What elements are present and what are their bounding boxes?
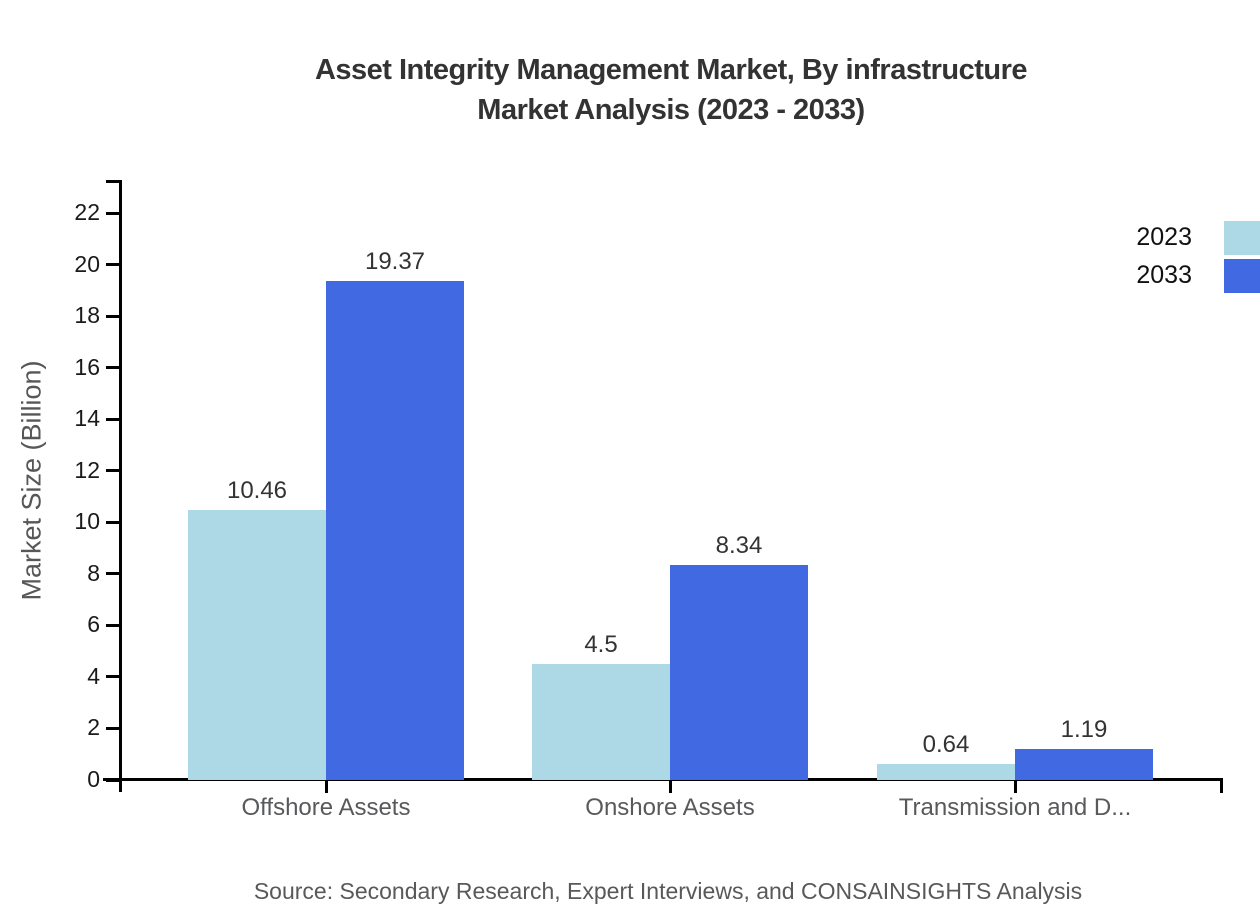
chart-title-line1: Asset Integrity Management Market, By in… <box>314 54 1028 86</box>
bar-value-label: 4.5 <box>584 631 618 658</box>
y-axis-endcap-tick <box>106 180 120 183</box>
y-tick <box>106 572 120 575</box>
y-tick <box>106 624 120 627</box>
bar-value-label: 10.46 <box>226 477 288 504</box>
category-label: Transmission and D... <box>898 794 1132 821</box>
bar-value-label: 8.34 <box>715 532 763 559</box>
y-tick <box>106 727 120 730</box>
bar-value-label: 19.37 <box>364 248 426 275</box>
bar-2023-1 <box>532 664 670 780</box>
legend-label-2033: 2033 <box>1136 261 1192 289</box>
y-tick <box>106 315 120 318</box>
legend-swatch-2023 <box>1224 221 1260 255</box>
chart-title: Asset Integrity Management Market, By in… <box>41 50 1260 130</box>
bar-2023-2 <box>877 764 1015 780</box>
legend-label-2023: 2023 <box>1136 223 1192 251</box>
y-tick <box>106 263 120 266</box>
x-tick <box>325 778 328 793</box>
bar-value-label: 1.19 <box>1060 716 1108 743</box>
x-tick <box>1220 778 1223 793</box>
y-tick-label: 12 <box>74 457 100 483</box>
x-tick <box>669 778 672 793</box>
y-tick-label: 4 <box>87 663 100 689</box>
y-tick-label: 20 <box>74 251 100 277</box>
y-tick-label: 0 <box>87 766 100 792</box>
legend-swatch-2033 <box>1224 259 1260 293</box>
y-tick <box>106 521 120 524</box>
y-tick-label: 6 <box>87 611 100 637</box>
y-tick-label: 8 <box>87 560 100 586</box>
y-tick <box>106 779 120 782</box>
y-axis-line <box>119 180 122 792</box>
y-tick <box>106 418 120 421</box>
y-tick-label: 16 <box>74 354 100 380</box>
y-tick-label: 14 <box>74 405 100 431</box>
y-tick-label: 22 <box>74 199 100 225</box>
bar-2023-0 <box>188 510 326 780</box>
y-tick <box>106 212 120 215</box>
y-tick <box>106 675 120 678</box>
y-tick-label: 18 <box>74 302 100 328</box>
bar-2033-1 <box>670 565 808 780</box>
chart-title-line2: Market Analysis (2023 - 2033) <box>477 94 865 126</box>
y-tick <box>106 366 120 369</box>
category-label: Onshore Assets <box>585 794 755 821</box>
y-tick-label: 10 <box>74 508 100 534</box>
bar-2033-2 <box>1015 749 1153 780</box>
y-tick-label: 2 <box>87 714 100 740</box>
source-note: Source: Secondary Research, Expert Inter… <box>253 878 1083 904</box>
bar-2033-0 <box>326 281 464 780</box>
category-label: Offshore Assets <box>241 794 411 821</box>
y-tick <box>106 469 120 472</box>
bar-value-label: 0.64 <box>922 731 970 758</box>
x-tick <box>1014 778 1017 793</box>
